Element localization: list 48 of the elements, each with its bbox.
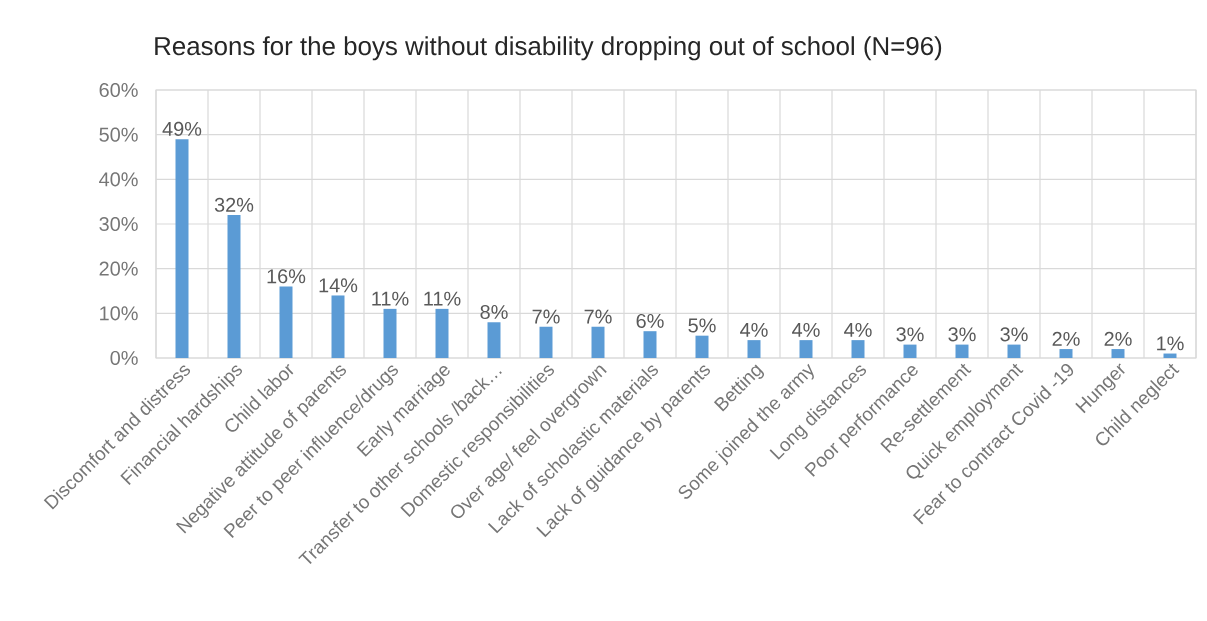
bar [695,335,709,358]
data-label: 4% [844,322,872,337]
data-label: 6% [636,313,664,328]
y-tick-label: 40% [99,172,138,187]
bar [331,295,345,358]
bar [487,322,501,358]
data-label: 1% [1157,336,1184,351]
data-label: 7% [532,309,560,324]
data-label: 7% [584,309,612,324]
y-tick-label: 30% [99,216,138,232]
bar [1163,353,1177,358]
bar [1007,344,1021,358]
data-label: 11% [372,291,409,306]
data-label: 3% [948,327,976,342]
y-tick-label: 60% [99,82,138,98]
data-label: 14% [319,278,358,293]
y-tick-label: 0% [110,350,138,366]
data-label: 32% [214,197,254,212]
y-tick-label: 20% [99,261,138,276]
data-label: 3% [896,327,924,342]
bar [279,286,293,358]
data-label: 49% [162,121,202,136]
bar [955,344,969,358]
bar [175,139,189,358]
data-label: 2% [1104,331,1132,346]
bar [747,340,761,358]
bar [1059,349,1073,358]
bar [539,326,553,358]
y-tick-label: 50% [99,127,138,142]
bar [1111,349,1125,358]
bar [435,308,449,358]
bar [383,308,397,358]
data-label: 4% [792,322,820,337]
bar [903,344,917,358]
bar [851,340,865,358]
data-label: 3% [1000,327,1028,342]
data-label: 4% [740,322,768,337]
data-label: 8% [480,304,508,320]
bar [643,331,657,358]
data-label: 5% [688,318,716,333]
y-tick-label: 10% [100,306,138,321]
data-label: 11% [424,291,461,306]
data-label: 16% [267,269,306,284]
bar [591,326,605,358]
bar [799,340,813,358]
chart-title: Reasons for the boys without disability dropping out of school (N=96) [155,36,942,61]
bar [227,215,241,358]
data-label: 2% [1052,331,1080,346]
